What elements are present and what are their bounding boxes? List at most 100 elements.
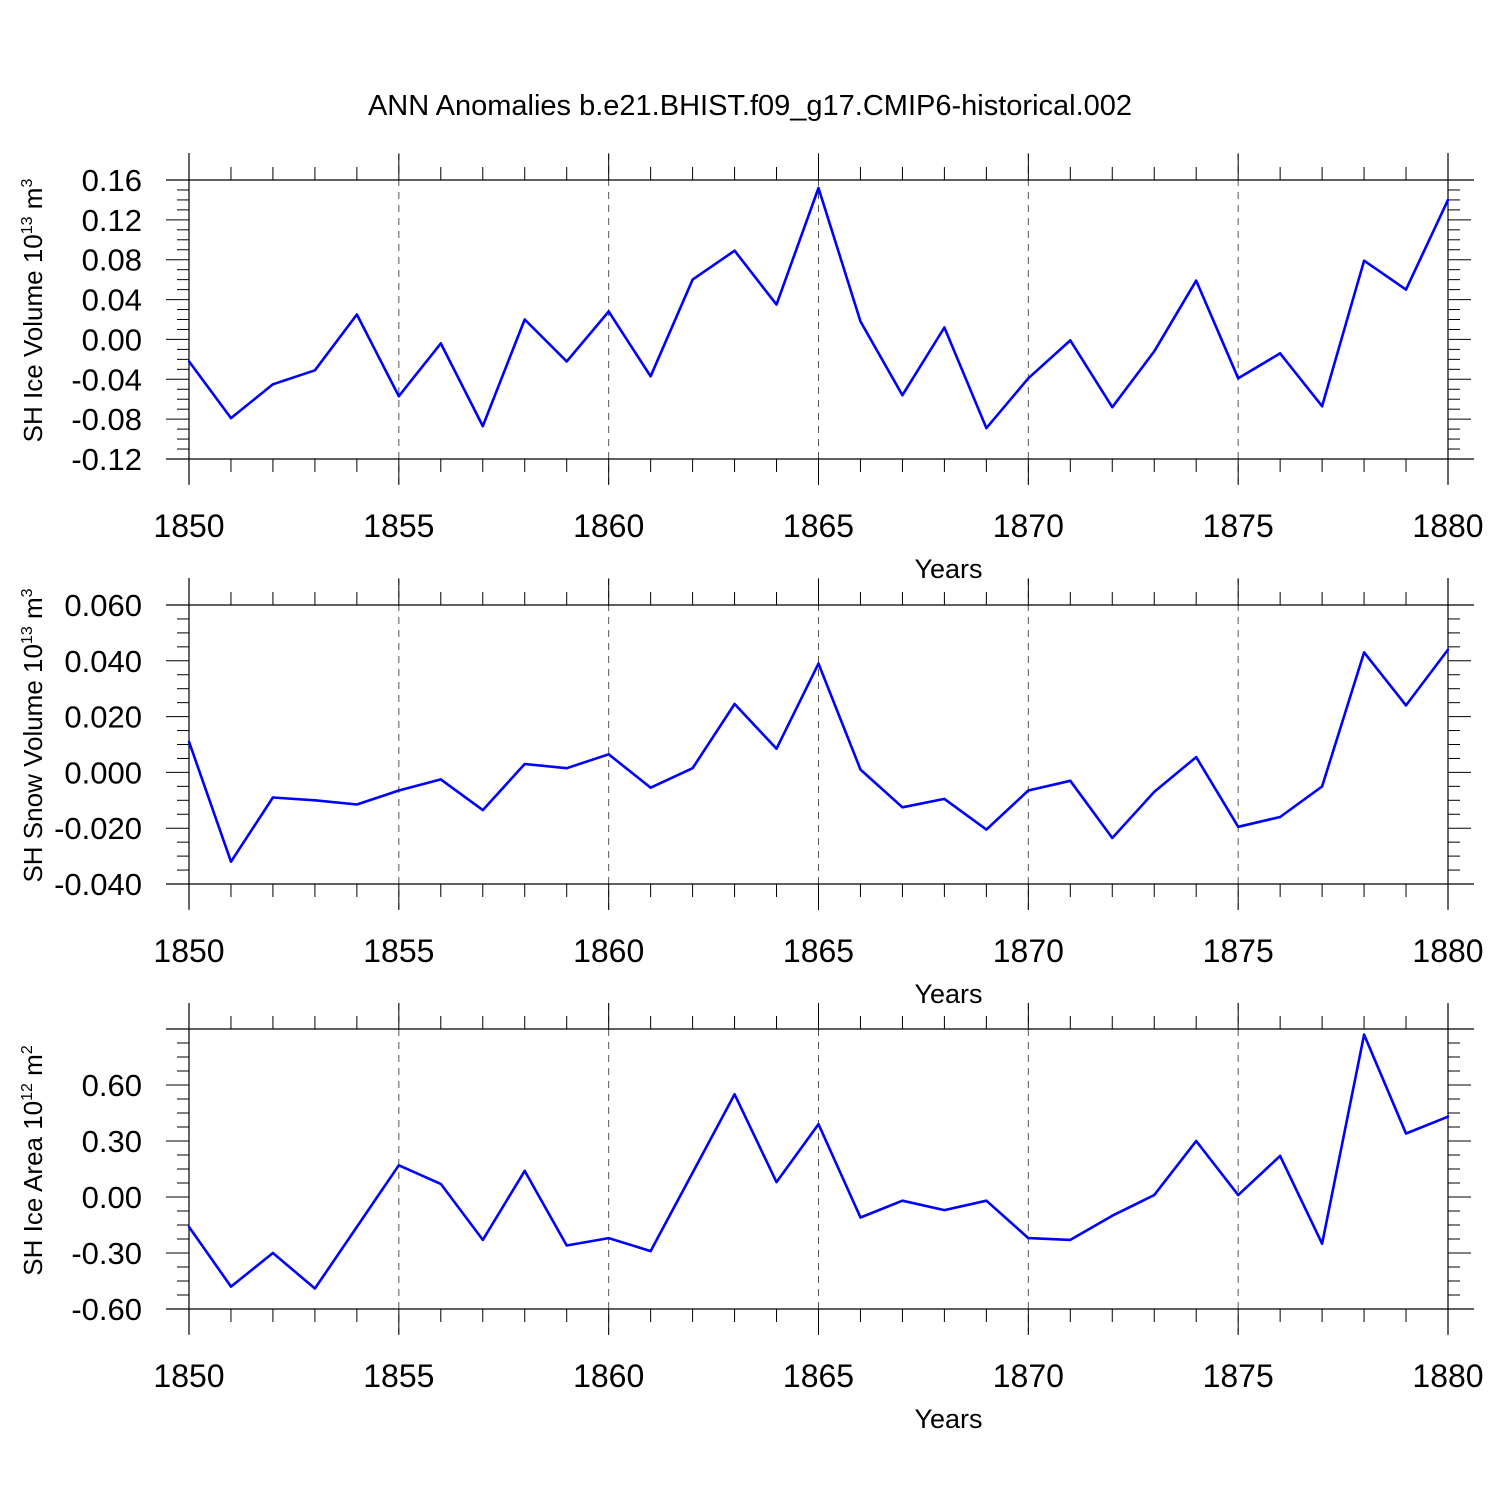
y-tick-label: -0.04 — [71, 362, 142, 397]
y-tick-label: -0.30 — [71, 1236, 142, 1271]
x-axis-label: Years — [914, 1404, 982, 1434]
y-tick-label: -0.020 — [54, 811, 142, 846]
x-tick-label-1865: 1865 — [783, 1358, 854, 1394]
data-point-1865 — [817, 1123, 820, 1126]
data-point-1880 — [1446, 198, 1450, 202]
data-point-1878 — [1362, 651, 1366, 654]
y-tick-label: -0.040 — [54, 867, 142, 902]
data-point-1875 — [1236, 1193, 1240, 1197]
data-point-1871 — [1069, 779, 1072, 782]
data-point-1870 — [1027, 377, 1030, 380]
data-point-1857 — [481, 1238, 484, 1242]
x-tick-label-1870: 1870 — [993, 933, 1064, 969]
data-point-1878 — [1362, 1033, 1366, 1036]
data-point-1851 — [229, 860, 233, 863]
y-tick-label: 0.000 — [64, 755, 142, 790]
data-point-1852 — [271, 796, 275, 799]
x-tick-label-1880: 1880 — [1412, 508, 1483, 544]
x-tick-label-1875: 1875 — [1203, 1358, 1274, 1394]
x-tick-label-1880: 1880 — [1412, 1358, 1483, 1394]
y-tick-label: -0.60 — [71, 1292, 142, 1327]
y-tick-label: 0.60 — [82, 1068, 142, 1103]
data-point-1872 — [1111, 836, 1114, 840]
data-point-1873 — [1153, 350, 1156, 353]
data-point-1868 — [943, 1208, 946, 1212]
y-tick-label: 0.040 — [64, 644, 142, 679]
data-point-1876 — [1278, 1154, 1282, 1158]
x-tick-label-1860: 1860 — [573, 1358, 644, 1394]
data-point-1855 — [397, 789, 401, 792]
data-point-1864 — [775, 747, 778, 750]
data-point-1867 — [901, 1199, 904, 1202]
data-point-1871 — [1069, 339, 1072, 342]
data-point-1862 — [691, 278, 694, 281]
data-point-1877 — [1320, 404, 1324, 408]
data-point-1865 — [817, 662, 820, 665]
panel-2: 1850 1855 1860 1865 1870 1875 1880 -0.040 -0.020… — [18, 578, 1484, 1009]
x-tick-label-1870: 1870 — [993, 1358, 1064, 1394]
data-point-1856 — [439, 342, 442, 345]
panel-3: 1850 1855 1860 1865 1870 1875 1880 -0.60 -0.30 0.… — [18, 1003, 1484, 1434]
y-tick-label: 0.16 — [82, 163, 142, 198]
x-tick-label-1870: 1870 — [993, 508, 1064, 544]
y-tick-label: 0.00 — [82, 1180, 142, 1215]
data-point-1872 — [1111, 1214, 1114, 1217]
data-point-1857 — [481, 424, 484, 428]
data-point-1879 — [1404, 704, 1408, 707]
data-point-1875 — [1236, 825, 1240, 829]
data-point-1866 — [859, 768, 862, 771]
data-point-1866 — [859, 1216, 862, 1219]
data-point-1850 — [187, 1225, 191, 1229]
y-tick-label: 0.00 — [82, 322, 142, 357]
data-point-1863 — [733, 702, 736, 706]
data-point-1852 — [271, 383, 275, 386]
x-tick-label-1855: 1855 — [363, 508, 434, 544]
data-point-1867 — [901, 806, 904, 809]
data-point-1874 — [1195, 279, 1198, 282]
data-point-1860 — [607, 753, 610, 756]
data-point-1850 — [187, 360, 191, 363]
x-tick-label-1865: 1865 — [783, 508, 854, 544]
data-point-1861 — [649, 786, 652, 789]
x-tick-label-1855: 1855 — [363, 1358, 434, 1394]
data-point-1872 — [1111, 405, 1114, 409]
data-point-1875 — [1236, 377, 1240, 380]
data-point-1860 — [607, 310, 610, 313]
data-point-1854 — [355, 803, 359, 806]
y-tick-label: 0.020 — [64, 700, 142, 735]
data-point-1856 — [439, 778, 442, 781]
data-point-1868 — [943, 797, 946, 801]
data-point-1855 — [397, 1164, 401, 1167]
data-point-1859 — [565, 767, 568, 770]
data-point-1873 — [1153, 1193, 1156, 1197]
data-point-1879 — [1404, 1132, 1408, 1135]
data-point-1855 — [397, 395, 401, 398]
data-point-1851 — [229, 416, 233, 420]
x-tick-label-1880: 1880 — [1412, 933, 1483, 969]
x-tick-label-1850: 1850 — [153, 508, 224, 544]
data-point-1878 — [1362, 259, 1366, 262]
y-tick-label: 0.08 — [82, 243, 142, 278]
data-point-1859 — [565, 360, 568, 363]
y-tick-label: 0.060 — [64, 588, 142, 623]
data-point-1854 — [355, 1225, 359, 1229]
data-point-1863 — [733, 1093, 736, 1096]
data-point-1866 — [859, 320, 862, 323]
data-point-1861 — [649, 375, 652, 378]
x-axis-label: Years — [914, 979, 982, 1009]
data-point-1864 — [775, 303, 778, 306]
chart-panels: 1850 1855 1860 1865 1870 1875 1880 -0.12 -0.08 -0… — [18, 153, 1484, 1434]
y-axis-label: SH Ice Volume 1013 m3 — [18, 179, 48, 443]
data-point-1853 — [313, 799, 317, 802]
y-axis-label: SH Ice Area 1012 m2 — [18, 1045, 48, 1276]
data-point-1860 — [607, 1236, 610, 1240]
x-tick-label-1875: 1875 — [1203, 508, 1274, 544]
data-point-1870 — [1027, 789, 1030, 792]
x-axis-label: Years — [914, 554, 982, 584]
figure-title: ANN Anomalies b.e21.BHIST.f09_g17.CMIP6-… — [368, 90, 1132, 122]
x-tick-label-1865: 1865 — [783, 933, 854, 969]
x-tick-label-1850: 1850 — [153, 1358, 224, 1394]
x-tick-label-1850: 1850 — [153, 933, 224, 969]
